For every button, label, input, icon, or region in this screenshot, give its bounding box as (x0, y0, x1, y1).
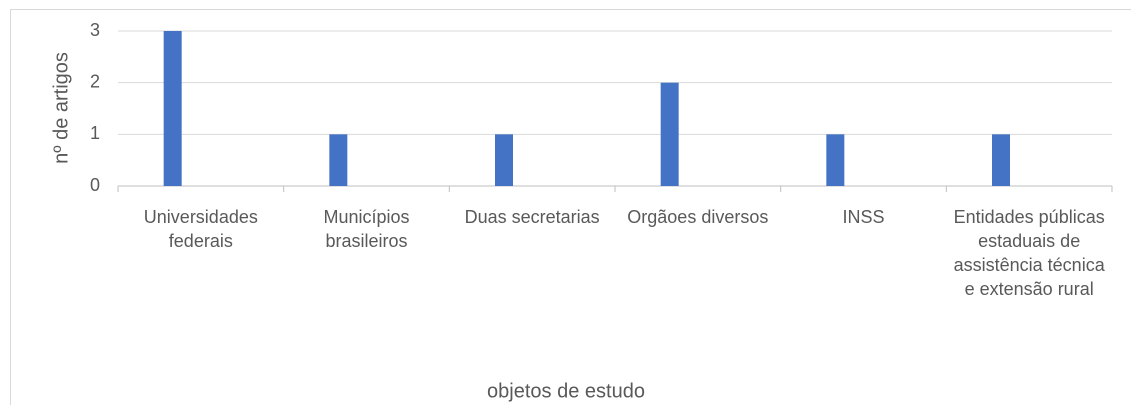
x-tick-label-line: federais (169, 231, 233, 251)
bar (992, 134, 1011, 186)
x-tick-label: Universidades federais (144, 207, 258, 251)
bar (329, 134, 348, 186)
bar (826, 134, 845, 186)
y-tick-label: 1 (90, 123, 100, 143)
y-tick-label: 2 (90, 71, 100, 91)
y-tick-label: 0 (90, 175, 100, 195)
x-tick-label: INSS (842, 207, 884, 227)
chart-frame (10, 9, 1131, 405)
x-tick-label-line: estaduais de (978, 231, 1080, 251)
x-tick-label: Entidades públicas estaduais de assistênci… (954, 207, 1106, 299)
bar (495, 134, 514, 186)
y-axis-title: nº de artigos (50, 52, 72, 164)
x-axis-title: objetos de estudo (487, 380, 645, 402)
bar (163, 31, 182, 186)
bar (660, 82, 679, 186)
x-tick-label-line: assistência técnica (954, 255, 1106, 275)
x-tick-label-line: brasileiros (325, 231, 407, 251)
x-tick-label: Municípios brasileiros (323, 207, 409, 251)
x-tick-label: Orgãoes diversos (627, 207, 768, 227)
y-tick-label: 3 (90, 20, 100, 40)
x-tick-label-line: Orgãoes diversos (627, 207, 768, 227)
x-tick-label-line: e extensão rural (965, 279, 1094, 299)
x-tick-label-line: Entidades públicas (954, 207, 1105, 227)
x-tick-label-line: Duas secretarias (465, 207, 600, 227)
x-tick-label: Duas secretarias (465, 207, 600, 227)
x-tick-label-line: INSS (842, 207, 884, 227)
x-tick-label-line: Municípios (323, 207, 409, 227)
x-tick-label-line: Universidades (144, 207, 258, 227)
